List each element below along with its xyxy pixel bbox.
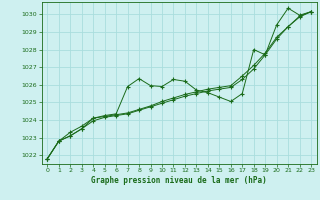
X-axis label: Graphe pression niveau de la mer (hPa): Graphe pression niveau de la mer (hPa)	[91, 176, 267, 185]
